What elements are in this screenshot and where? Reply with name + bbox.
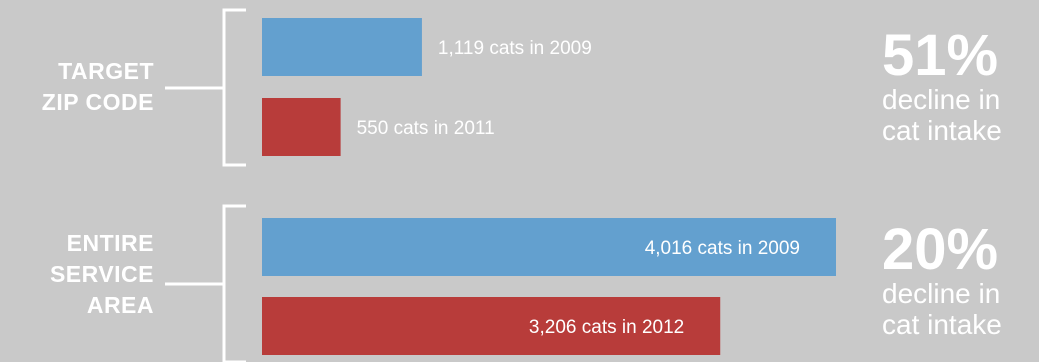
group-bracket bbox=[222, 8, 246, 167]
group-label-line: TARGET bbox=[58, 58, 154, 84]
group-bracket bbox=[222, 204, 246, 362]
bar-label: 550 cats in 2011 bbox=[357, 118, 495, 139]
stat-text: cat intake bbox=[882, 115, 1002, 146]
group-label-entire-area: ENTIRE SERVICE AREA bbox=[50, 228, 154, 321]
group-label-target-zip: TARGET ZIP CODE bbox=[42, 56, 154, 118]
group-label-line: SERVICE bbox=[49, 261, 154, 287]
bar bbox=[262, 18, 422, 76]
stat-text: cat intake bbox=[882, 309, 1002, 340]
bar-label: 4,016 cats in 2009 bbox=[645, 238, 800, 259]
bar-label: 3,206 cats in 2012 bbox=[529, 317, 684, 338]
group-label-line: AREA bbox=[86, 292, 154, 318]
group-label-line: ZIP CODE bbox=[41, 89, 154, 115]
bar bbox=[262, 218, 836, 276]
group-label-line: ENTIRE bbox=[66, 230, 154, 256]
bar-label: 1,119 cats in 2009 bbox=[438, 38, 592, 59]
stat-target-zip: 51% decline in cat intake bbox=[882, 23, 1002, 147]
bar bbox=[262, 98, 341, 156]
stat-text: decline in bbox=[882, 278, 1001, 309]
stat-entire-area: 20% decline in cat intake bbox=[882, 217, 1002, 341]
bar bbox=[262, 297, 721, 355]
stat-text: decline in bbox=[882, 84, 1001, 115]
stat-percent: 20% bbox=[882, 217, 999, 282]
stat-percent: 51% bbox=[882, 23, 999, 88]
